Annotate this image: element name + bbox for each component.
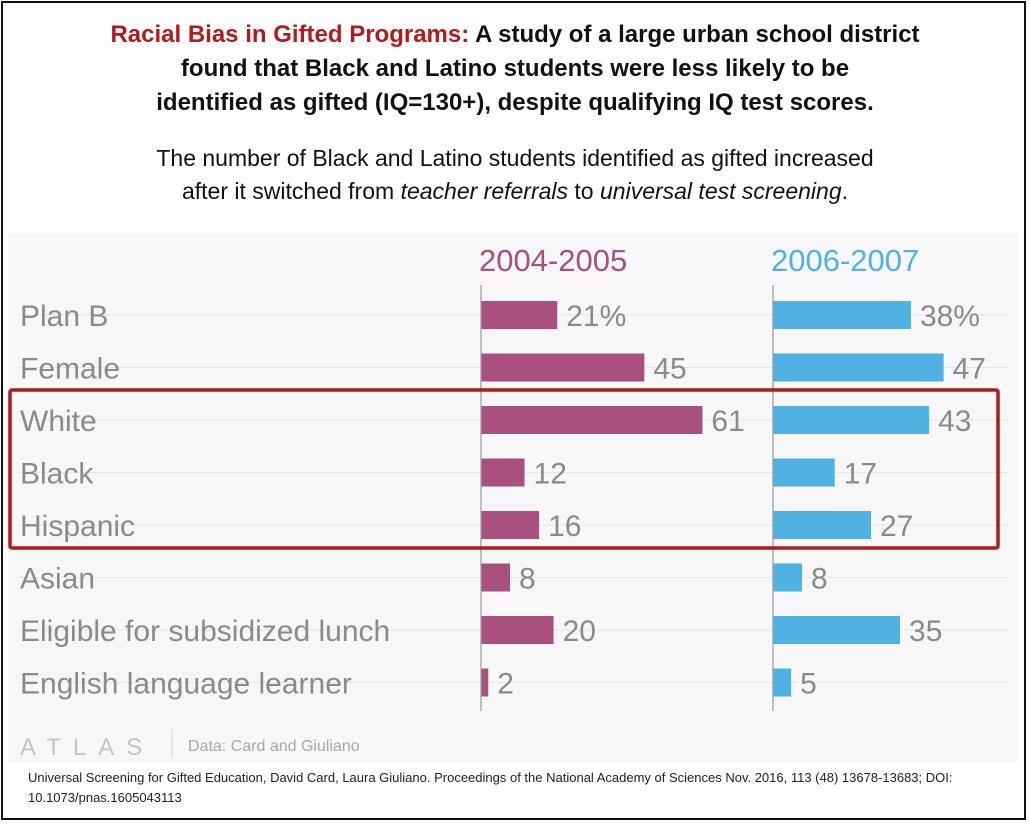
- bar-2004-2005-asian: [481, 563, 511, 592]
- bar-2004-2005-white: [481, 406, 703, 434]
- data-source-label: Data: Card and Giuliano: [188, 738, 360, 755]
- value-label-2006-2007-female: 47: [953, 353, 986, 386]
- category-label-eligible-for-subsidized-lunch: Eligible for subsidized lunch: [20, 615, 390, 648]
- bar-2006-2007-english-language-learner: [773, 668, 792, 697]
- category-label-black: Black: [20, 458, 94, 491]
- subhead-text-b: to: [568, 178, 600, 204]
- bar-2006-2007-eligible-for-subsidized-lunch: [773, 616, 901, 644]
- subhead-line1: The number of Black and Latino students …: [156, 145, 874, 171]
- value-label-2004-2005-hispanic: 16: [548, 510, 581, 543]
- atlas-logo: ATLAS: [20, 734, 154, 761]
- bar-2006-2007-black: [773, 458, 835, 487]
- headline-line1: A study of a large urban school district: [469, 21, 920, 48]
- value-label-2004-2005-female: 45: [653, 353, 686, 386]
- bar-2004-2005-black: [481, 458, 525, 487]
- headline-line3: identified as gifted (IQ=130+), despite …: [156, 89, 874, 116]
- value-label-2006-2007-asian: 8: [811, 563, 828, 596]
- subheadline: The number of Black and Latino students …: [0, 142, 1030, 208]
- highlight-box: [8, 388, 1000, 550]
- value-label-2004-2005-eligible-for-subsidized-lunch: 20: [563, 615, 596, 648]
- subhead-text-c: .: [841, 178, 849, 204]
- bar-2004-2005-english-language-learner: [481, 668, 489, 697]
- bar-2006-2007-hispanic: [773, 511, 872, 539]
- bar-2004-2005-female: [481, 353, 645, 382]
- value-label-2006-2007-eligible-for-subsidized-lunch: 35: [909, 615, 942, 648]
- category-label-english-language-learner: English language learner: [20, 668, 352, 701]
- bar-2006-2007-plan-b: [773, 301, 911, 329]
- bar-chart: 2004-2005 2006-2007 Plan B 21% 38% Female 45 47…: [8, 243, 1008, 761]
- bar-2004-2005-plan-b: [481, 301, 558, 329]
- value-label-2006-2007-white: 43: [938, 405, 971, 438]
- category-label-asian: Asian: [20, 563, 95, 596]
- subhead-text-a: after it switched from: [181, 178, 401, 204]
- value-label-2006-2007-black: 17: [844, 458, 877, 491]
- category-label-female: Female: [20, 353, 120, 386]
- bar-2004-2005-eligible-for-subsidized-lunch: [481, 616, 554, 644]
- bar-2006-2007-white: [773, 406, 930, 434]
- value-label-2006-2007-plan-b: 38%: [920, 300, 980, 333]
- headline-line2: found that Black and Latino students wer…: [180, 55, 850, 82]
- category-label-plan-b: Plan B: [20, 300, 108, 333]
- value-label-2006-2007-english-language-learner: 5: [800, 668, 817, 701]
- series-header-2004-2005: 2004-2005: [479, 243, 627, 278]
- value-label-2004-2005-asian: 8: [519, 563, 536, 596]
- category-label-white: White: [20, 405, 97, 438]
- bar-2006-2007-asian: [773, 563, 803, 592]
- headline: Racial Bias in Gifted Programs: A study …: [0, 18, 1030, 120]
- headline-red-lead: Racial Bias in Gifted Programs:: [110, 21, 470, 48]
- bar-2006-2007-female: [773, 353, 944, 382]
- subhead-emphasis-teacher-referrals: teacher referrals: [400, 178, 569, 204]
- value-label-2004-2005-plan-b: 21%: [566, 300, 626, 333]
- value-label-2004-2005-black: 12: [534, 458, 567, 491]
- chart-panel: 2004-2005 2006-2007 Plan B 21% 38% Female 45 47…: [8, 233, 1018, 763]
- citation-caption: Universal Screening for Gifted Education…: [28, 770, 953, 805]
- series-header-2006-2007: 2006-2007: [771, 243, 919, 278]
- value-label-2004-2005-english-language-learner: 2: [497, 668, 514, 701]
- category-label-hispanic: Hispanic: [20, 510, 135, 543]
- bar-2004-2005-hispanic: [481, 511, 540, 539]
- value-label-2006-2007-hispanic: 27: [880, 510, 913, 543]
- value-label-2004-2005-white: 61: [711, 405, 744, 438]
- subhead-line2: after it switched from teacher referrals…: [0, 175, 1030, 208]
- subhead-emphasis-universal-screening: universal test screening: [600, 178, 842, 204]
